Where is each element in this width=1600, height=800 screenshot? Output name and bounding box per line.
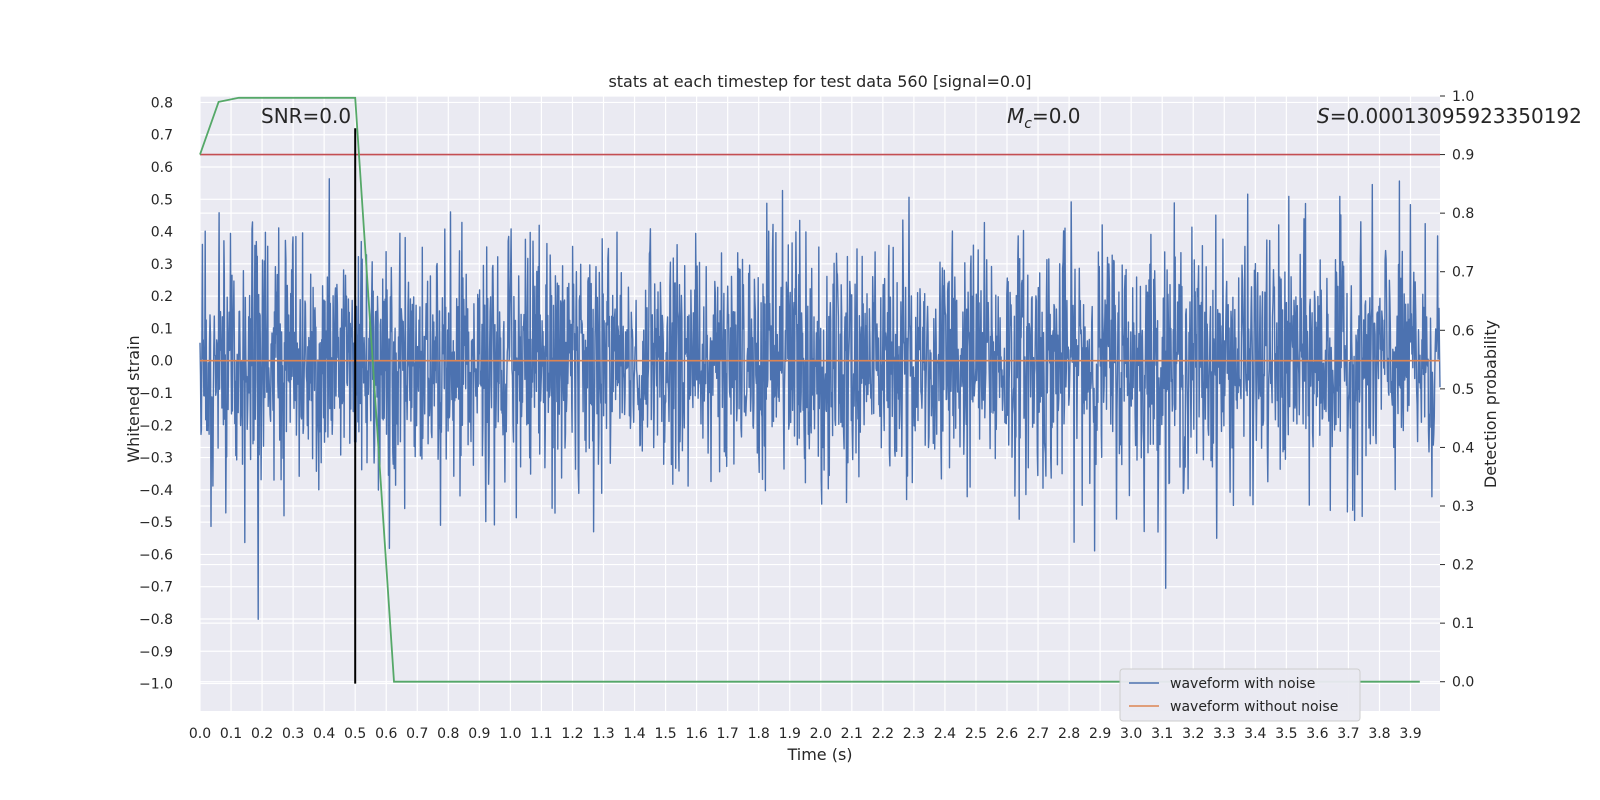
y2-tick-labels: 1.0 0.9 0.8 0.7 0.6 0.5 0.4 0.3 0.2 0.1 0.0 [1440,89,1474,691]
s-annotation: S=0.00013095923350192 [1317,104,1582,128]
x-tick-label: 0.3 [282,726,304,742]
y-tick-label: 0.1 [151,321,173,337]
y-tick-label: −0.6 [139,547,173,563]
y-tick-label: 0.3 [151,257,173,273]
x-tick-label: 1.9 [779,726,801,742]
y-tick-label: 0.5 [151,192,173,208]
y-tick-label: −0.1 [139,386,173,402]
x-tick-label: 1.3 [592,726,614,742]
y2-tick-label: 0.3 [1452,499,1474,515]
x-tick-label: 2.1 [841,726,863,742]
snr-annotation: SNR=0.0 [261,104,351,128]
y2-tick-label: 0.5 [1452,382,1474,398]
x-tick-label: 0.0 [189,726,211,742]
chart-title: stats at each timestep for test data 560… [608,72,1031,91]
x-tick-label: 2.0 [810,726,832,742]
y2-tick-label: 1.0 [1452,89,1474,105]
y2-tick-label: 0.9 [1452,148,1474,164]
x-tick-label: 2.6 [996,726,1018,742]
y-tick-label: 0.6 [151,160,173,176]
x-tick-label: 1.5 [654,726,676,742]
y-tick-labels: 0.8 0.7 0.6 0.5 0.4 0.3 0.2 0.1 0.0 −0.1 −0.2 −0.3 −… [139,95,173,692]
x-tick-label: 0.9 [468,726,490,742]
y-tick-label: 0.2 [151,289,173,305]
x-tick-label: 0.2 [251,726,273,742]
x-tick-label: 1.2 [561,726,583,742]
x-tick-label: 1.6 [685,726,707,742]
noise-trace [199,178,1441,620]
x-tick-label: 2.3 [903,726,925,742]
x-tick-label: 2.7 [1027,726,1049,742]
legend-label-clean: waveform without noise [1170,699,1338,715]
x-tick-label: 3.2 [1182,726,1204,742]
y2-tick-label: 0.6 [1452,323,1474,339]
x-tick-label: 3.9 [1399,726,1421,742]
x-tick-label: 2.5 [965,726,987,742]
x-tick-label: 3.5 [1275,726,1297,742]
x-tick-label: 1.1 [530,726,552,742]
y-tick-label: −0.3 [139,451,173,467]
s-value: =0.00013095923350192 [1330,104,1582,128]
y-tick-label: −0.4 [139,483,173,499]
x-tick-label: 0.7 [406,726,428,742]
legend: waveform with noise waveform without noi… [1119,668,1361,722]
y-tick-label: −0.5 [139,515,173,531]
x-tick-label: 3.4 [1244,726,1266,742]
y-tick-label: 0.4 [151,225,173,241]
y-tick-label: −0.7 [139,580,173,596]
legend-label-noise: waveform with noise [1170,676,1315,692]
x-tick-label: 2.8 [1058,726,1080,742]
x-tick-label: 1.8 [748,726,770,742]
x-tick-label: 0.6 [375,726,397,742]
y-tick-label: −0.8 [139,612,173,628]
x-tick-label: 0.8 [437,726,459,742]
x-tick-label: 3.3 [1213,726,1235,742]
series-waveform-with-noise [199,178,1441,620]
y-axis-label: Whitened strain [124,335,143,462]
y-tick-label: 0.8 [151,95,173,111]
x-tick-label: 2.9 [1089,726,1111,742]
y-tick-label: 0.0 [151,354,173,370]
x-tick-label: 0.5 [344,726,366,742]
y2-tick-label: 0.1 [1452,616,1474,632]
x-tick-label: 3.0 [1120,726,1142,742]
y2-tick-label: 0.2 [1452,558,1474,574]
y2-tick-label: 0.8 [1452,206,1474,222]
x-tick-label: 1.4 [623,726,645,742]
y2-tick-label: 0.7 [1452,265,1474,281]
x-tick-label: 3.6 [1306,726,1328,742]
y-tick-label: −0.2 [139,418,173,434]
detection-probability-line [199,96,1420,683]
y-tick-label: 0.7 [151,128,173,144]
x-tick-labels: 0.0 0.1 0.2 0.3 0.4 0.5 0.6 0.7 0.8 0.9 1.0 1.1 1.2 1… [189,726,1422,742]
x-tick-label: 3.7 [1337,726,1359,742]
mc-symbol: M [1007,104,1024,128]
mc-value: =0.0 [1032,104,1081,128]
x-axis-label: Time (s) [786,745,852,764]
x-tick-label: 0.4 [313,726,335,742]
x-tick-label: 2.2 [872,726,894,742]
y2-tick-label: 0.0 [1452,675,1474,691]
x-tick-label: 3.1 [1151,726,1173,742]
y2-axis-label: Detection probability [1481,320,1500,488]
y2-tick-label: 0.4 [1452,440,1474,456]
legend-box [1119,668,1361,722]
series-lines [199,96,1440,684]
mc-subscript: c [1024,116,1032,132]
x-tick-label: 1.0 [499,726,521,742]
x-tick-label: 2.4 [934,726,956,742]
x-tick-label: 1.7 [717,726,739,742]
y-tick-label: −0.9 [139,644,173,660]
x-tick-label: 0.1 [220,726,242,742]
y-tick-label: −1.0 [139,677,173,693]
chirp-mass-annotation: Mc=0.0 [1007,104,1081,132]
s-symbol: S [1317,104,1330,128]
x-tick-label: 3.8 [1368,726,1390,742]
